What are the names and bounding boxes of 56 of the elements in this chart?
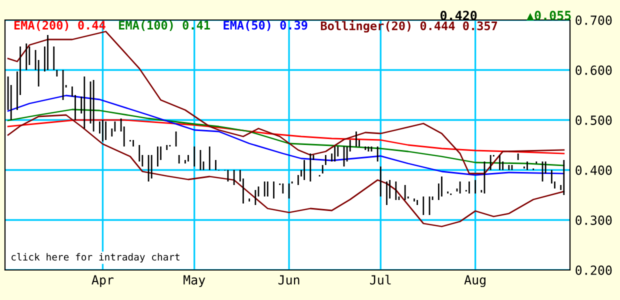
y-tick-label: 0.400 (576, 166, 612, 175)
candlestick (282, 184, 284, 194)
candlestick (178, 155, 180, 164)
candlestick (53, 46, 55, 70)
line-series (7, 114, 565, 228)
candlestick (10, 85, 12, 120)
candlestick (364, 146, 366, 150)
candlestick (264, 182, 266, 196)
candlestick (310, 154, 312, 182)
x-tick-label: Jul (370, 274, 391, 285)
x-tick-label: Aug (464, 275, 486, 288)
candlestick (194, 146, 196, 166)
candlestick (368, 146, 370, 152)
candlestick (208, 146, 210, 170)
x-tick-label: Apr (92, 275, 114, 288)
candlestick (474, 180, 476, 194)
line-series (7, 108, 565, 166)
candlestick (84, 76, 86, 128)
candlestick (111, 128, 113, 136)
candlestick (563, 160, 565, 195)
y-tick-label: 0.500 (576, 116, 612, 125)
candlestick (422, 196, 424, 215)
candlestick (380, 166, 382, 196)
candlestick (123, 126, 125, 146)
candlestick (248, 198, 250, 202)
candlestick (322, 165, 324, 174)
y-tick-label: 0.700 (576, 16, 612, 25)
y-tick-label: 0.600 (576, 66, 612, 75)
candlestick (334, 146, 336, 162)
candlestick (26, 44, 28, 70)
candlestick (376, 146, 378, 162)
candlestick (266, 182, 268, 196)
candlestick (544, 162, 546, 174)
candlestick (432, 196, 434, 200)
line-series (7, 119, 565, 154)
candlestick (490, 155, 492, 170)
candlestick (166, 145, 168, 150)
annotation: click here for intraday chart (12, 253, 180, 262)
x-tick-label: Jun (278, 275, 300, 285)
line-series (7, 30, 565, 174)
candlestick (324, 155, 326, 165)
annotation: ▲0.055 (526, 10, 571, 20)
y-tick-label: 0.300 (576, 216, 612, 225)
candlestick (517, 154, 519, 160)
candlestick (38, 60, 40, 86)
candlestick (508, 165, 510, 170)
candlestick (56, 70, 58, 76)
line-series (7, 94, 565, 176)
x-tick-label: May (184, 275, 206, 288)
candlestick (349, 140, 351, 152)
candlestick (150, 155, 152, 178)
candlestick (395, 182, 397, 200)
candlestick (404, 185, 406, 200)
y-tick-label: 0.200 (576, 266, 612, 275)
candlestick (92, 80, 94, 132)
candlestick (254, 190, 256, 205)
